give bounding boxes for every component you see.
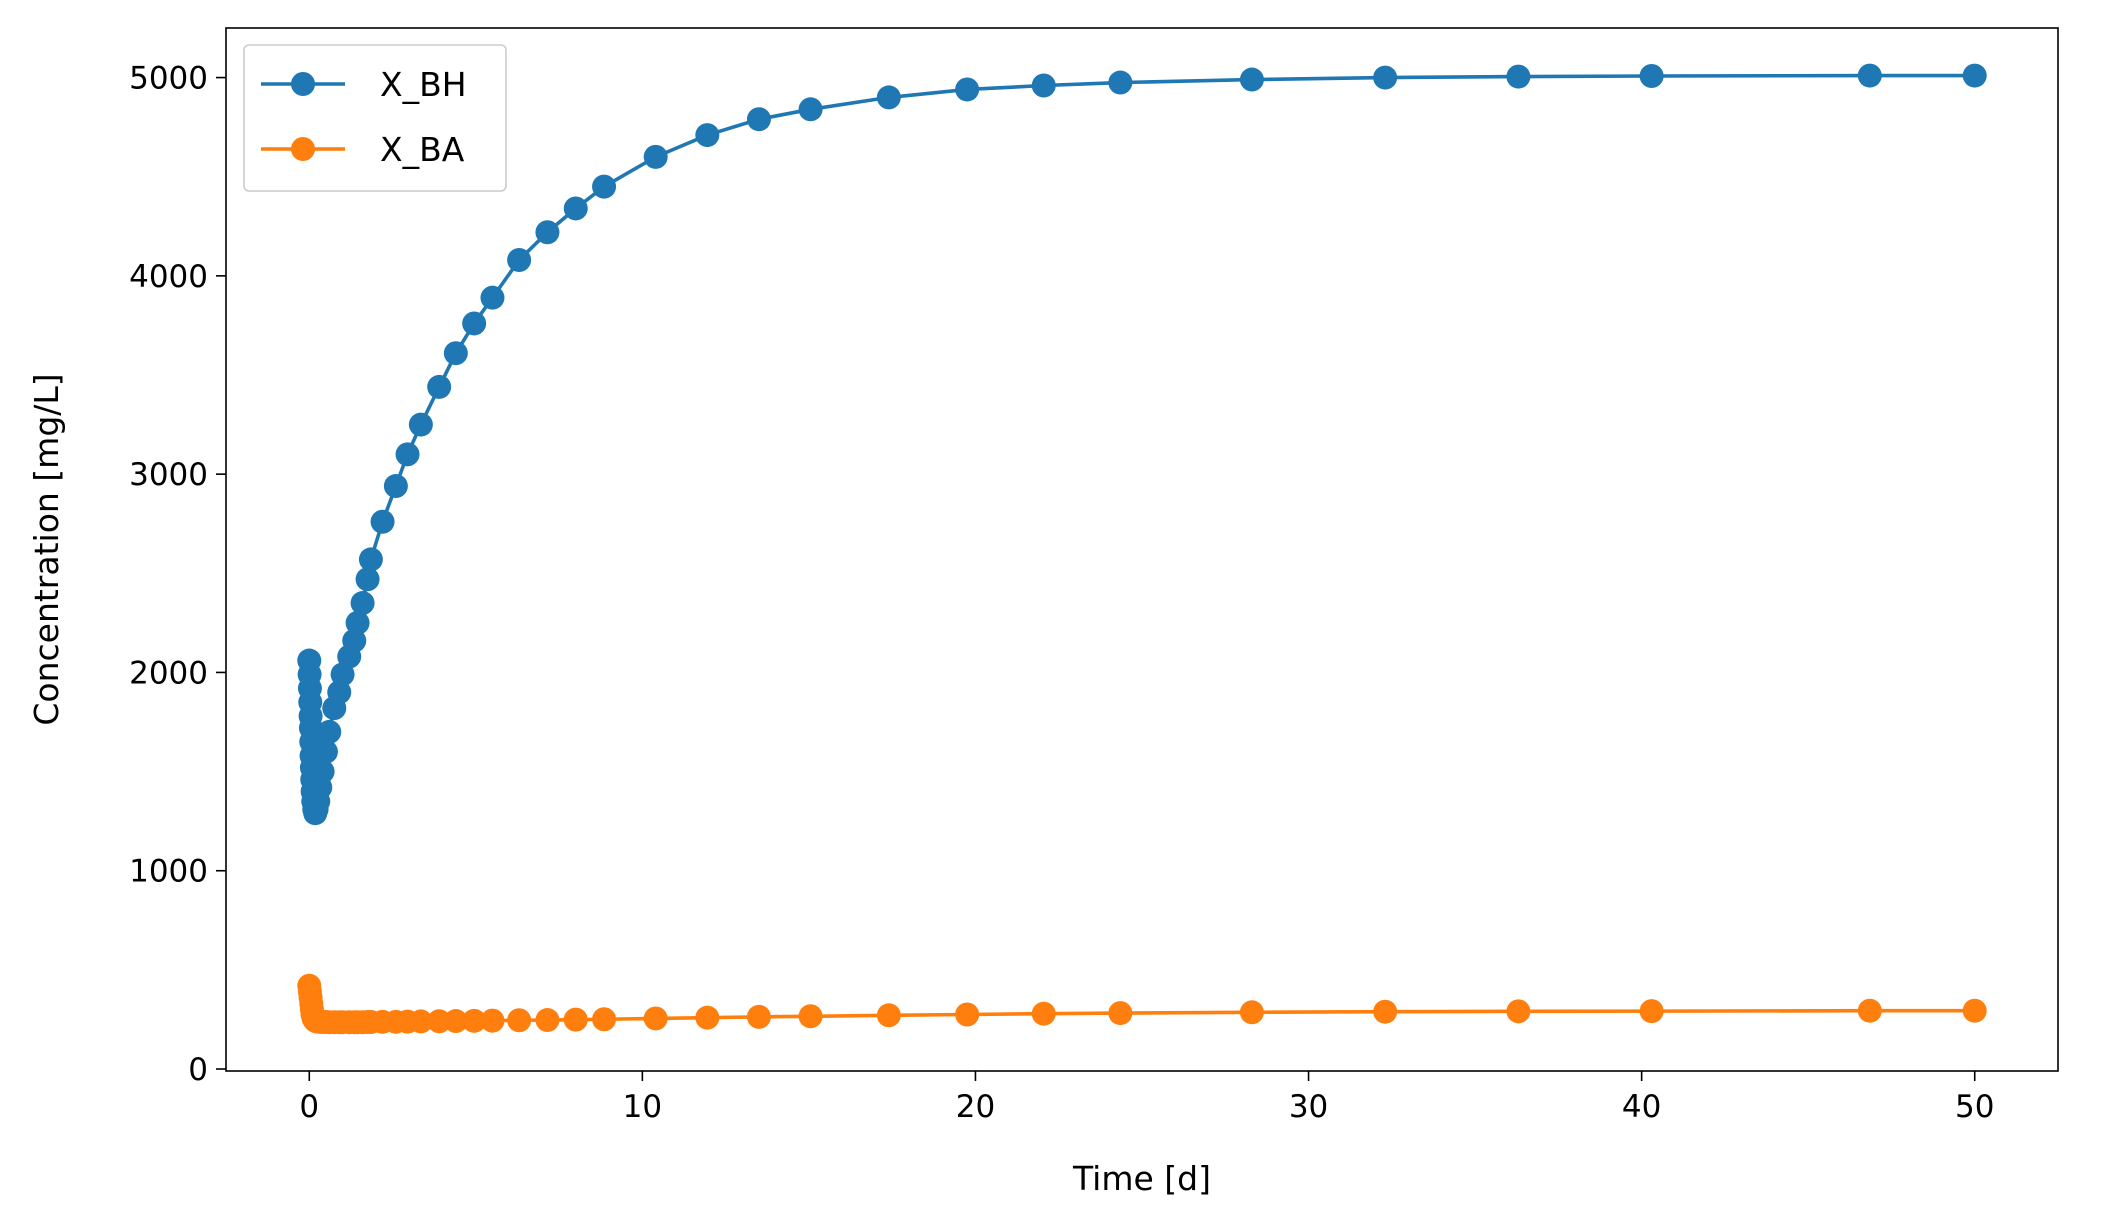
data-point <box>535 220 560 245</box>
y-axis-label: Concentration [mg/L] <box>27 373 66 725</box>
data-point <box>507 1008 532 1033</box>
data-point <box>798 97 823 122</box>
data-point <box>1239 67 1264 92</box>
data-point <box>876 85 901 110</box>
data-point <box>746 107 771 132</box>
legend-label: X_BH <box>380 65 467 104</box>
data-point <box>408 412 433 437</box>
x-tick-label: 20 <box>956 1089 995 1125</box>
data-point <box>310 759 335 784</box>
legend-marker <box>291 137 315 161</box>
data-point <box>427 374 452 399</box>
data-point <box>592 174 617 199</box>
data-point <box>955 1002 980 1027</box>
data-point <box>507 247 532 272</box>
data-point <box>370 509 395 534</box>
data-point <box>355 567 380 592</box>
y-tick-label: 1000 <box>129 854 208 890</box>
y-axis: 0 1000 2000 3000 4000 5000 <box>129 61 226 1088</box>
data-point <box>350 591 375 616</box>
data-point <box>1857 998 1882 1023</box>
x-tick-label: 40 <box>1622 1089 1661 1125</box>
data-point <box>563 1007 588 1032</box>
data-point <box>443 1009 468 1034</box>
x-tick-label: 10 <box>623 1089 662 1125</box>
data-point <box>1373 999 1398 1024</box>
data-point <box>408 1009 433 1034</box>
data-point <box>480 285 505 310</box>
data-point <box>643 1006 668 1031</box>
y-tick-label: 3000 <box>129 457 208 493</box>
data-point <box>643 144 668 169</box>
series-X_BA <box>297 973 1987 1035</box>
legend: X_BH X_BA <box>243 44 507 192</box>
data-point <box>535 1008 560 1033</box>
x-axis: 0 10 20 30 40 50 <box>299 1071 1994 1125</box>
data-point <box>1639 999 1664 1024</box>
data-point <box>1857 63 1882 88</box>
data-point <box>592 1007 617 1032</box>
data-point <box>327 680 352 705</box>
y-tick-label: 4000 <box>129 259 208 295</box>
data-point <box>798 1004 823 1029</box>
legend-marker <box>291 72 315 96</box>
data-point <box>1506 999 1531 1024</box>
data-point <box>1506 64 1531 89</box>
data-point <box>383 474 408 499</box>
legend-label: X_BA <box>380 130 465 169</box>
y-tick-label: 5000 <box>129 61 208 97</box>
legend-box <box>243 44 507 192</box>
plot-frame <box>225 27 2059 1072</box>
data-point <box>1108 1001 1133 1026</box>
data-point <box>1031 1001 1056 1026</box>
x-axis-label: Time [d] <box>1072 1159 1211 1198</box>
data-point <box>462 311 487 336</box>
data-point <box>1962 998 1987 1023</box>
data-point <box>695 1005 720 1030</box>
data-point <box>876 1003 901 1028</box>
data-point <box>563 196 588 221</box>
data-point <box>695 123 720 148</box>
x-tick-label: 30 <box>1289 1089 1328 1125</box>
data-point <box>443 341 468 366</box>
data-point <box>955 77 980 102</box>
series-X_BH <box>297 63 1987 826</box>
data-point <box>395 442 420 467</box>
data-point <box>480 1008 505 1033</box>
x-tick-label: 0 <box>299 1089 319 1125</box>
legend-item: X_BH <box>261 65 467 104</box>
legend-item: X_BA <box>261 130 465 169</box>
data-point <box>1639 63 1664 88</box>
data-point <box>345 610 370 635</box>
data-point <box>358 547 383 572</box>
data-point <box>427 1009 452 1034</box>
data-point <box>1373 65 1398 90</box>
data-point <box>1962 63 1987 88</box>
data-point <box>746 1004 771 1029</box>
data-point <box>462 1008 487 1033</box>
series-layer <box>297 63 1987 1035</box>
data-point <box>313 739 338 764</box>
y-tick-label: 2000 <box>129 655 208 691</box>
y-tick-label: 0 <box>188 1052 208 1088</box>
data-point <box>317 719 342 744</box>
data-point <box>1108 70 1133 95</box>
x-tick-label: 50 <box>1955 1089 1994 1125</box>
data-point <box>1239 1000 1264 1025</box>
data-point <box>342 628 367 653</box>
data-point <box>1031 73 1056 98</box>
